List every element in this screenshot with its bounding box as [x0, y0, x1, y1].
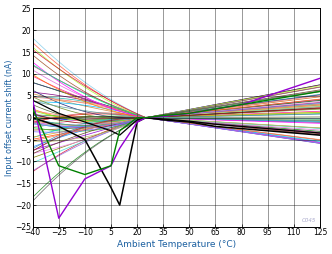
- X-axis label: Ambient Temperature (°C): Ambient Temperature (°C): [117, 240, 236, 249]
- Y-axis label: Input offset current shift (nA): Input offset current shift (nA): [5, 59, 14, 176]
- Text: C045: C045: [301, 218, 316, 223]
